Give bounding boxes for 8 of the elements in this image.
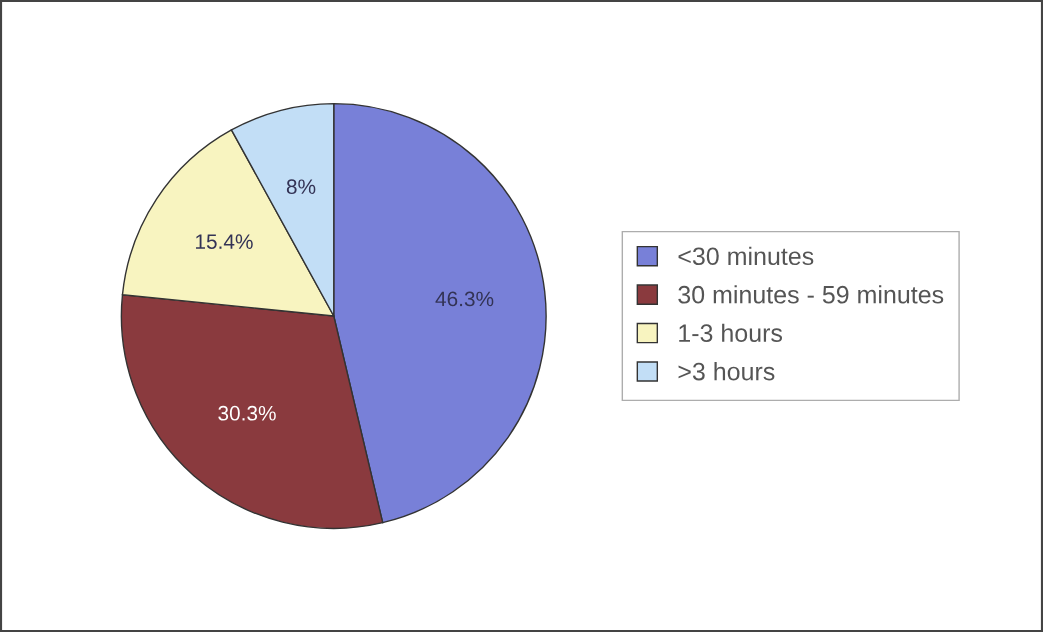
legend-label: 1-3 hours bbox=[679, 323, 783, 342]
legend-label: 30 minutes - 59 minutes bbox=[678, 285, 944, 304]
data-label: 8% bbox=[286, 179, 316, 195]
data-label: 30.3% bbox=[218, 405, 276, 421]
legend-label: <30 minutes bbox=[678, 246, 814, 266]
data-label: 46.3% bbox=[435, 291, 494, 307]
legend-label: >3 hours bbox=[678, 362, 775, 381]
data-label: 15.4% bbox=[196, 234, 253, 249]
